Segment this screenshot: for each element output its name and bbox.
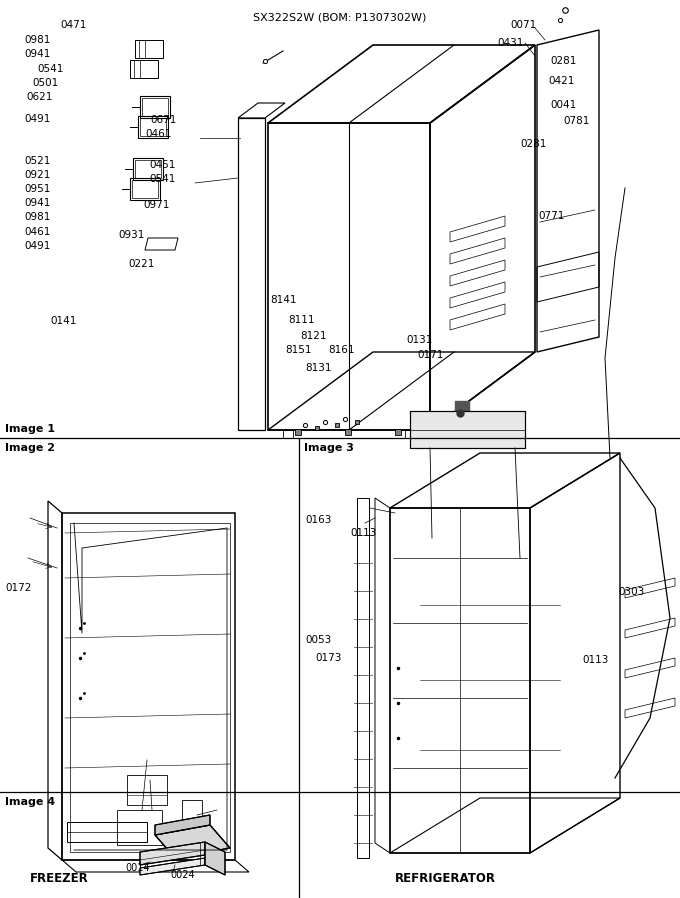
Text: REFRIGERATOR: REFRIGERATOR bbox=[395, 871, 496, 885]
Text: 0941: 0941 bbox=[24, 49, 50, 59]
Text: 0041: 0041 bbox=[550, 100, 576, 110]
Text: 0131: 0131 bbox=[406, 335, 432, 345]
Text: 0221: 0221 bbox=[128, 259, 154, 269]
Text: 0491: 0491 bbox=[24, 114, 50, 124]
Text: Image 2: Image 2 bbox=[5, 444, 55, 453]
Text: 0941: 0941 bbox=[24, 198, 50, 208]
Text: 0781: 0781 bbox=[563, 116, 590, 126]
Text: Image 4: Image 4 bbox=[5, 797, 55, 807]
Text: 0491: 0491 bbox=[24, 241, 50, 251]
Text: 0521: 0521 bbox=[24, 156, 50, 166]
Text: 0671: 0671 bbox=[150, 115, 176, 125]
Text: 0172: 0172 bbox=[5, 583, 31, 593]
Text: 0071: 0071 bbox=[510, 20, 537, 30]
Text: 0014: 0014 bbox=[125, 863, 150, 873]
Polygon shape bbox=[140, 858, 205, 875]
Text: 8121: 8121 bbox=[300, 331, 326, 341]
Text: 0281: 0281 bbox=[520, 139, 546, 149]
Text: 0981: 0981 bbox=[24, 35, 50, 45]
Text: 0173: 0173 bbox=[315, 653, 341, 663]
Text: 8111: 8111 bbox=[288, 315, 314, 325]
Text: 0451: 0451 bbox=[149, 160, 175, 170]
Text: 0113: 0113 bbox=[350, 528, 376, 538]
Bar bbox=[455, 401, 469, 425]
Text: 0921: 0921 bbox=[24, 170, 50, 180]
Polygon shape bbox=[205, 842, 225, 875]
Text: SX322S2W (BOM: P1307302W): SX322S2W (BOM: P1307302W) bbox=[254, 13, 426, 23]
Text: 0281: 0281 bbox=[550, 56, 577, 66]
Text: 0113: 0113 bbox=[582, 655, 609, 665]
Text: 0971: 0971 bbox=[143, 200, 169, 210]
Text: 0621: 0621 bbox=[26, 92, 52, 102]
Text: 0171: 0171 bbox=[417, 350, 443, 360]
Text: 0501: 0501 bbox=[32, 78, 58, 88]
Polygon shape bbox=[410, 411, 525, 448]
Text: 0431: 0431 bbox=[497, 38, 524, 48]
Text: 0421: 0421 bbox=[548, 76, 575, 86]
Text: Image 3: Image 3 bbox=[304, 444, 354, 453]
Polygon shape bbox=[155, 815, 210, 835]
Text: 8161: 8161 bbox=[328, 345, 354, 355]
Text: FREEZER: FREEZER bbox=[30, 871, 89, 885]
Polygon shape bbox=[140, 842, 205, 865]
Text: 0541: 0541 bbox=[37, 64, 63, 74]
Text: 8141: 8141 bbox=[270, 295, 296, 305]
Text: 0024: 0024 bbox=[170, 870, 194, 880]
Text: 0981: 0981 bbox=[24, 212, 50, 222]
Text: 0461: 0461 bbox=[24, 227, 50, 237]
Text: 0541: 0541 bbox=[149, 174, 175, 184]
Text: 0471: 0471 bbox=[60, 20, 86, 30]
Text: 0951: 0951 bbox=[24, 184, 50, 194]
Text: 0931: 0931 bbox=[118, 230, 144, 240]
Polygon shape bbox=[155, 825, 230, 858]
Text: 8131: 8131 bbox=[305, 363, 332, 373]
Text: 8151: 8151 bbox=[285, 345, 311, 355]
Text: 0053: 0053 bbox=[305, 635, 331, 645]
Text: 0461: 0461 bbox=[145, 129, 171, 139]
Text: 0303: 0303 bbox=[618, 587, 644, 597]
Text: 0163: 0163 bbox=[305, 515, 331, 525]
Text: 0771: 0771 bbox=[538, 211, 564, 221]
Text: Image 1: Image 1 bbox=[5, 424, 55, 435]
Text: 0141: 0141 bbox=[50, 316, 76, 326]
